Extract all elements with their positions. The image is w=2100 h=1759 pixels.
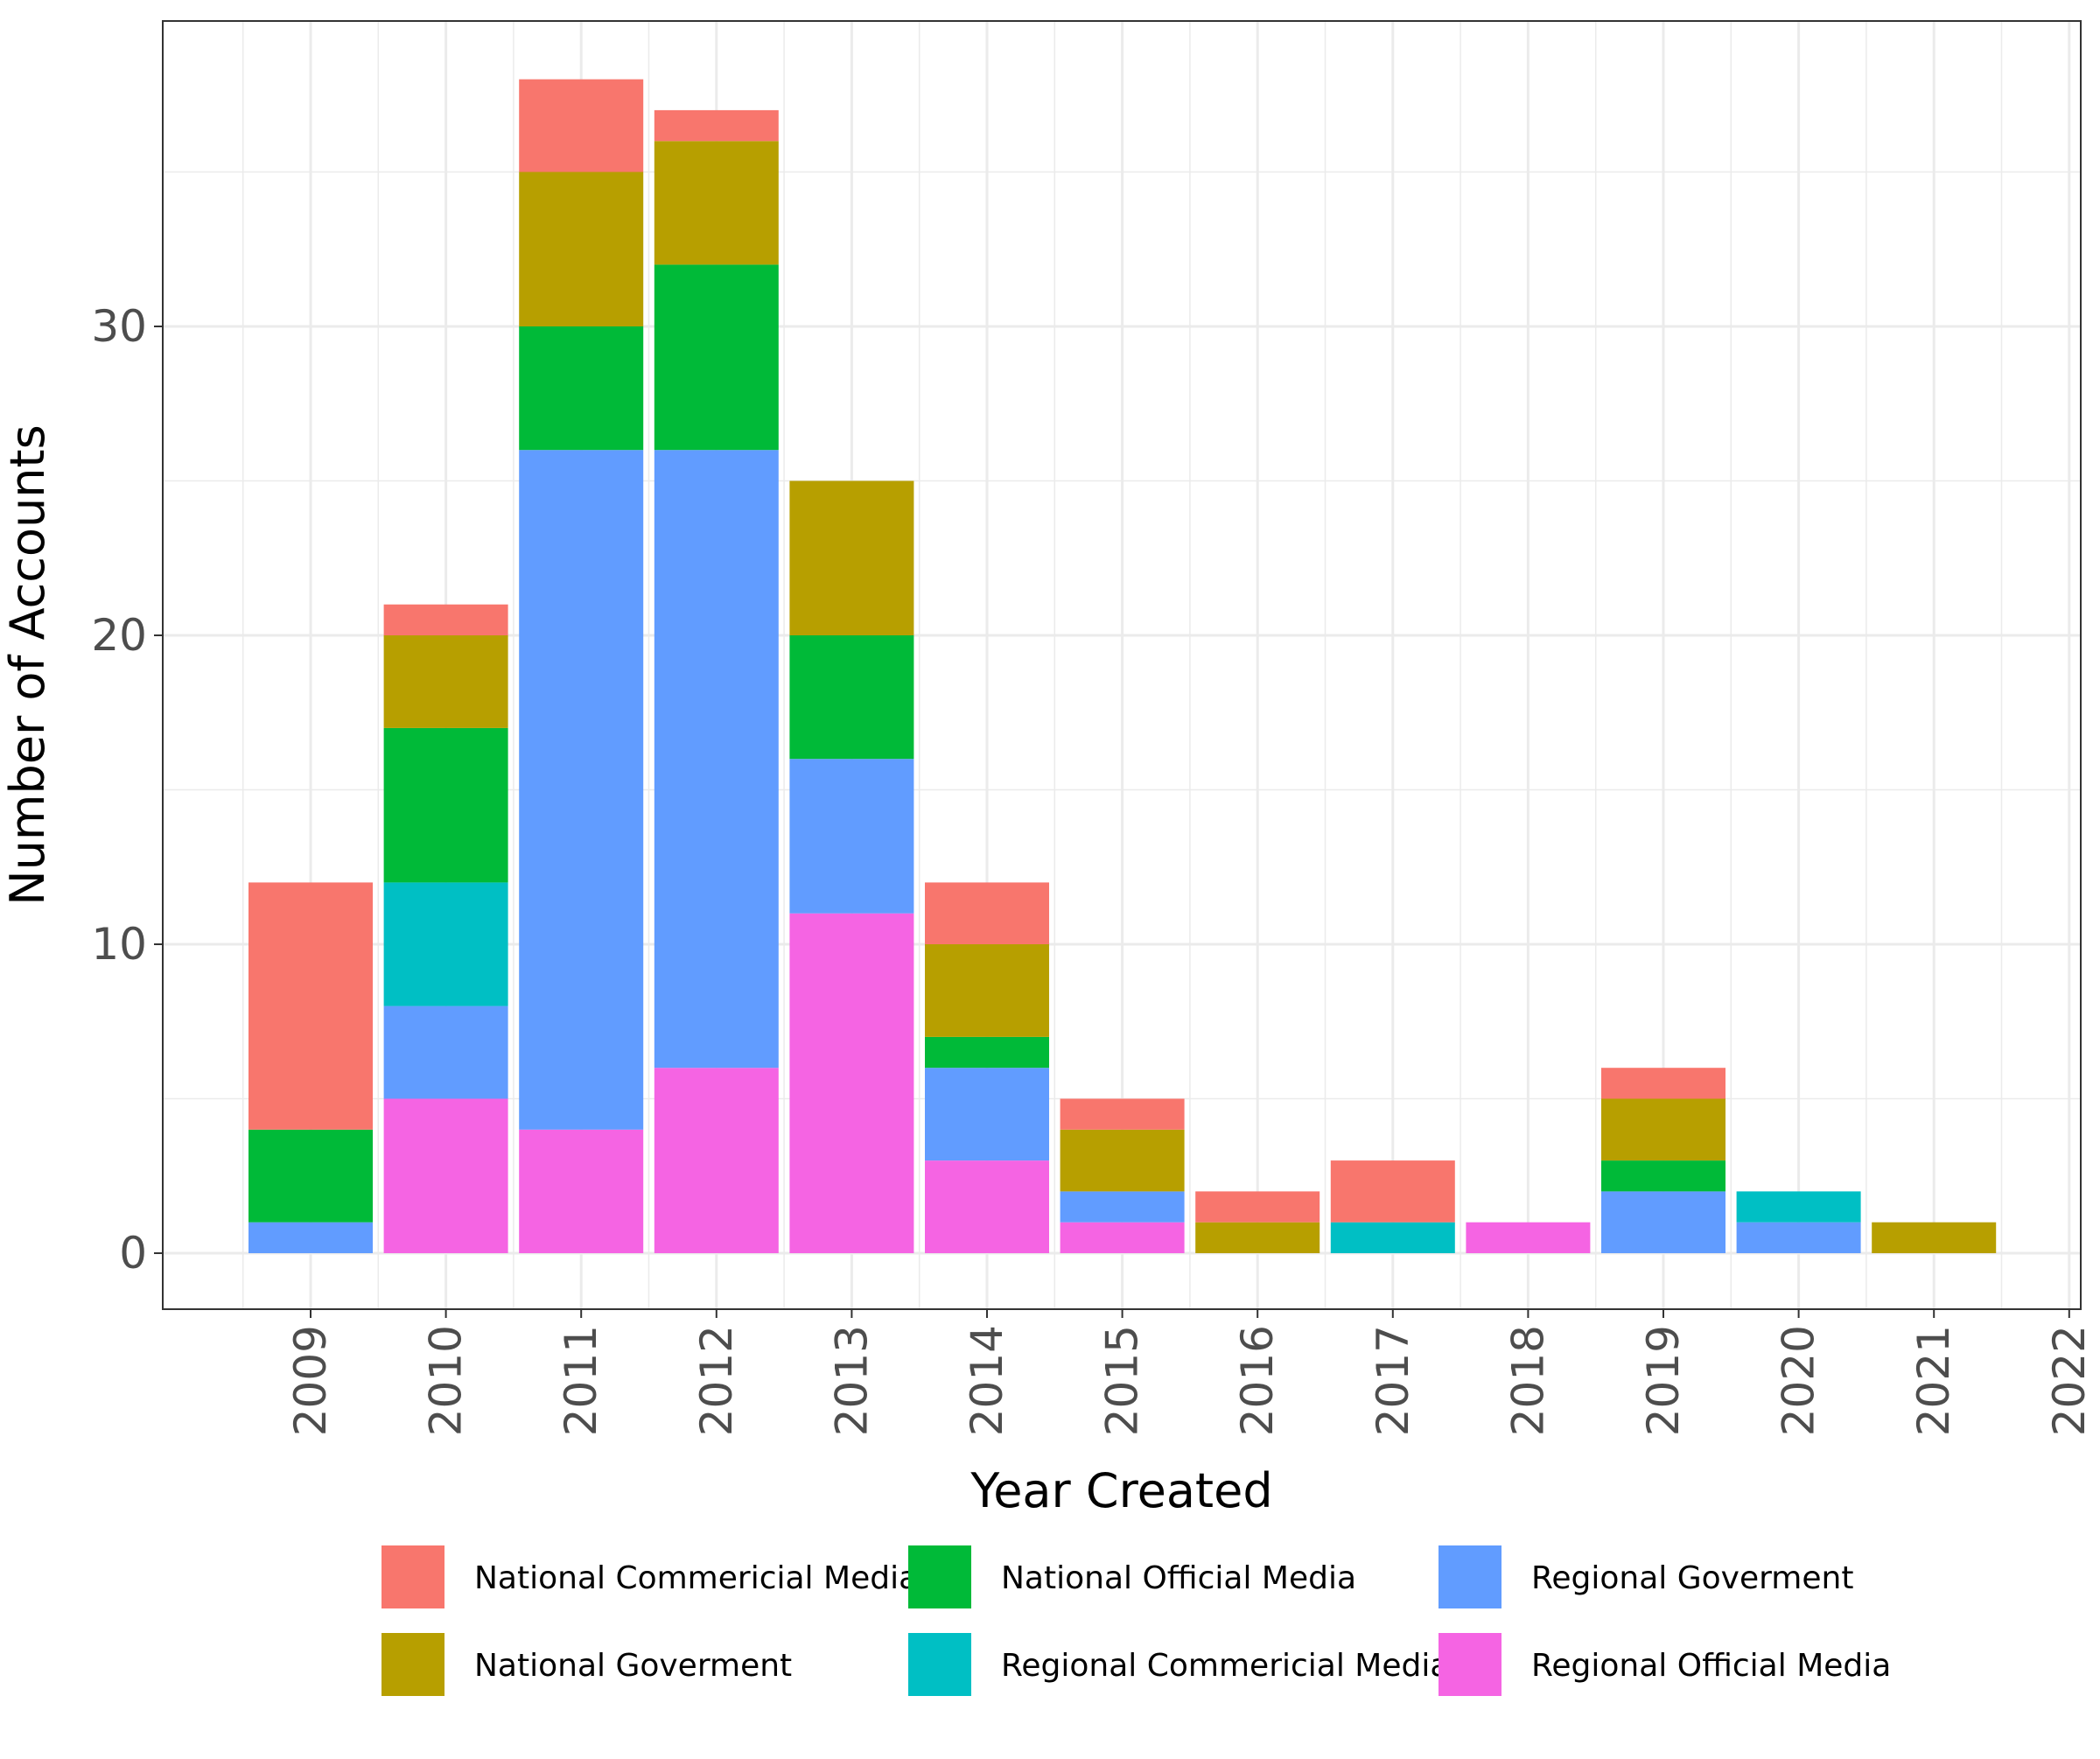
y-tick-label: 30 <box>91 301 147 352</box>
x-axis-title: Year Created <box>970 1463 1272 1518</box>
bar-segment <box>383 604 508 635</box>
bar-segment <box>654 141 779 265</box>
legend-key <box>908 1545 971 1608</box>
bar-segment <box>1060 1129 1185 1192</box>
x-tick-label: 2019 <box>1638 1325 1689 1436</box>
y-tick-label: 0 <box>119 1228 147 1279</box>
x-tick-label: 2020 <box>1774 1325 1824 1436</box>
bar-segment <box>519 1129 644 1253</box>
bar-segment <box>925 882 1049 944</box>
legend-key <box>908 1633 971 1696</box>
x-tick-label: 2021 <box>1908 1325 1959 1436</box>
bar-segment <box>248 1129 373 1223</box>
legend-label: National Official Media <box>1001 1560 1356 1596</box>
y-tick-label: 10 <box>91 919 147 970</box>
bar-segment <box>925 1160 1049 1253</box>
bar-segment <box>383 882 508 1006</box>
y-axis-title: Number of Accounts <box>0 424 55 905</box>
legend-label: Regional Goverment <box>1531 1560 1853 1596</box>
x-tick-label: 2015 <box>1097 1325 1148 1436</box>
bar-segment <box>519 326 644 451</box>
x-tick-label: 2013 <box>826 1325 877 1436</box>
x-tick-label: 2022 <box>2044 1325 2095 1436</box>
bar-segment <box>1330 1222 1455 1253</box>
bar-segment <box>519 79 644 172</box>
bars <box>248 79 1997 1253</box>
legend-key <box>382 1633 444 1696</box>
bar-segment <box>1736 1222 1861 1253</box>
x-tick-label: 2017 <box>1368 1325 1418 1436</box>
x-tick-label: 2010 <box>421 1325 472 1436</box>
bar-segment <box>1060 1098 1185 1130</box>
bar-segment <box>1060 1222 1185 1253</box>
legend-key <box>382 1545 444 1608</box>
y-axis: 0 10 20 30 <box>91 301 163 1279</box>
x-axis: 2009 2010 2011 2012 2013 2014 2015 2016 2017 2018… <box>285 1309 2095 1436</box>
legend-label: National Goverment <box>474 1648 792 1684</box>
bar-segment <box>1195 1191 1320 1223</box>
bar-segment <box>248 1222 373 1253</box>
bar-segment <box>925 1068 1049 1161</box>
bar-segment <box>1060 1191 1185 1223</box>
legend-label: Regional Official Media <box>1531 1648 1891 1684</box>
bar-segment <box>789 635 914 760</box>
bar-segment <box>1601 1191 1726 1253</box>
x-tick-label: 2009 <box>285 1325 336 1436</box>
bar-segment <box>519 450 644 1130</box>
bar-segment <box>654 450 779 1069</box>
bar-segment <box>1601 1068 1726 1099</box>
bar-segment <box>789 480 914 635</box>
x-tick-label: 2012 <box>691 1325 742 1436</box>
bar-segment <box>1872 1222 1997 1253</box>
bar-segment <box>654 109 779 142</box>
x-tick-label: 2014 <box>962 1325 1012 1436</box>
legend: National Commericial Media National Gover… <box>382 1545 1891 1696</box>
bar-segment <box>789 759 914 914</box>
bar-segment <box>1601 1098 1726 1161</box>
bar-segment <box>383 727 508 883</box>
bar-segment <box>383 1098 508 1253</box>
bar-segment <box>383 635 508 728</box>
bar-segment <box>1330 1160 1455 1223</box>
bar-segment <box>925 944 1049 1037</box>
bar-segment <box>925 1036 1049 1069</box>
bar-segment <box>519 172 644 326</box>
bar-segment <box>654 1068 779 1253</box>
bar-segment <box>1466 1222 1591 1253</box>
bar-segment <box>1736 1191 1861 1223</box>
legend-label: Regional Commericial Media <box>1001 1648 1449 1684</box>
legend-key <box>1438 1633 1502 1696</box>
x-tick-label: 2011 <box>556 1325 606 1436</box>
legend-key <box>1438 1545 1502 1608</box>
bar-segment <box>383 1006 508 1099</box>
bar-segment <box>1195 1222 1320 1253</box>
bar-segment <box>1601 1160 1726 1192</box>
legend-label: National Commericial Media <box>474 1560 918 1596</box>
y-tick-label: 20 <box>91 610 147 661</box>
bar-segment <box>654 264 779 451</box>
bar-segment <box>248 882 373 1130</box>
bar-segment <box>789 913 914 1253</box>
x-tick-label: 2016 <box>1232 1325 1283 1436</box>
x-tick-label: 2018 <box>1502 1325 1553 1436</box>
